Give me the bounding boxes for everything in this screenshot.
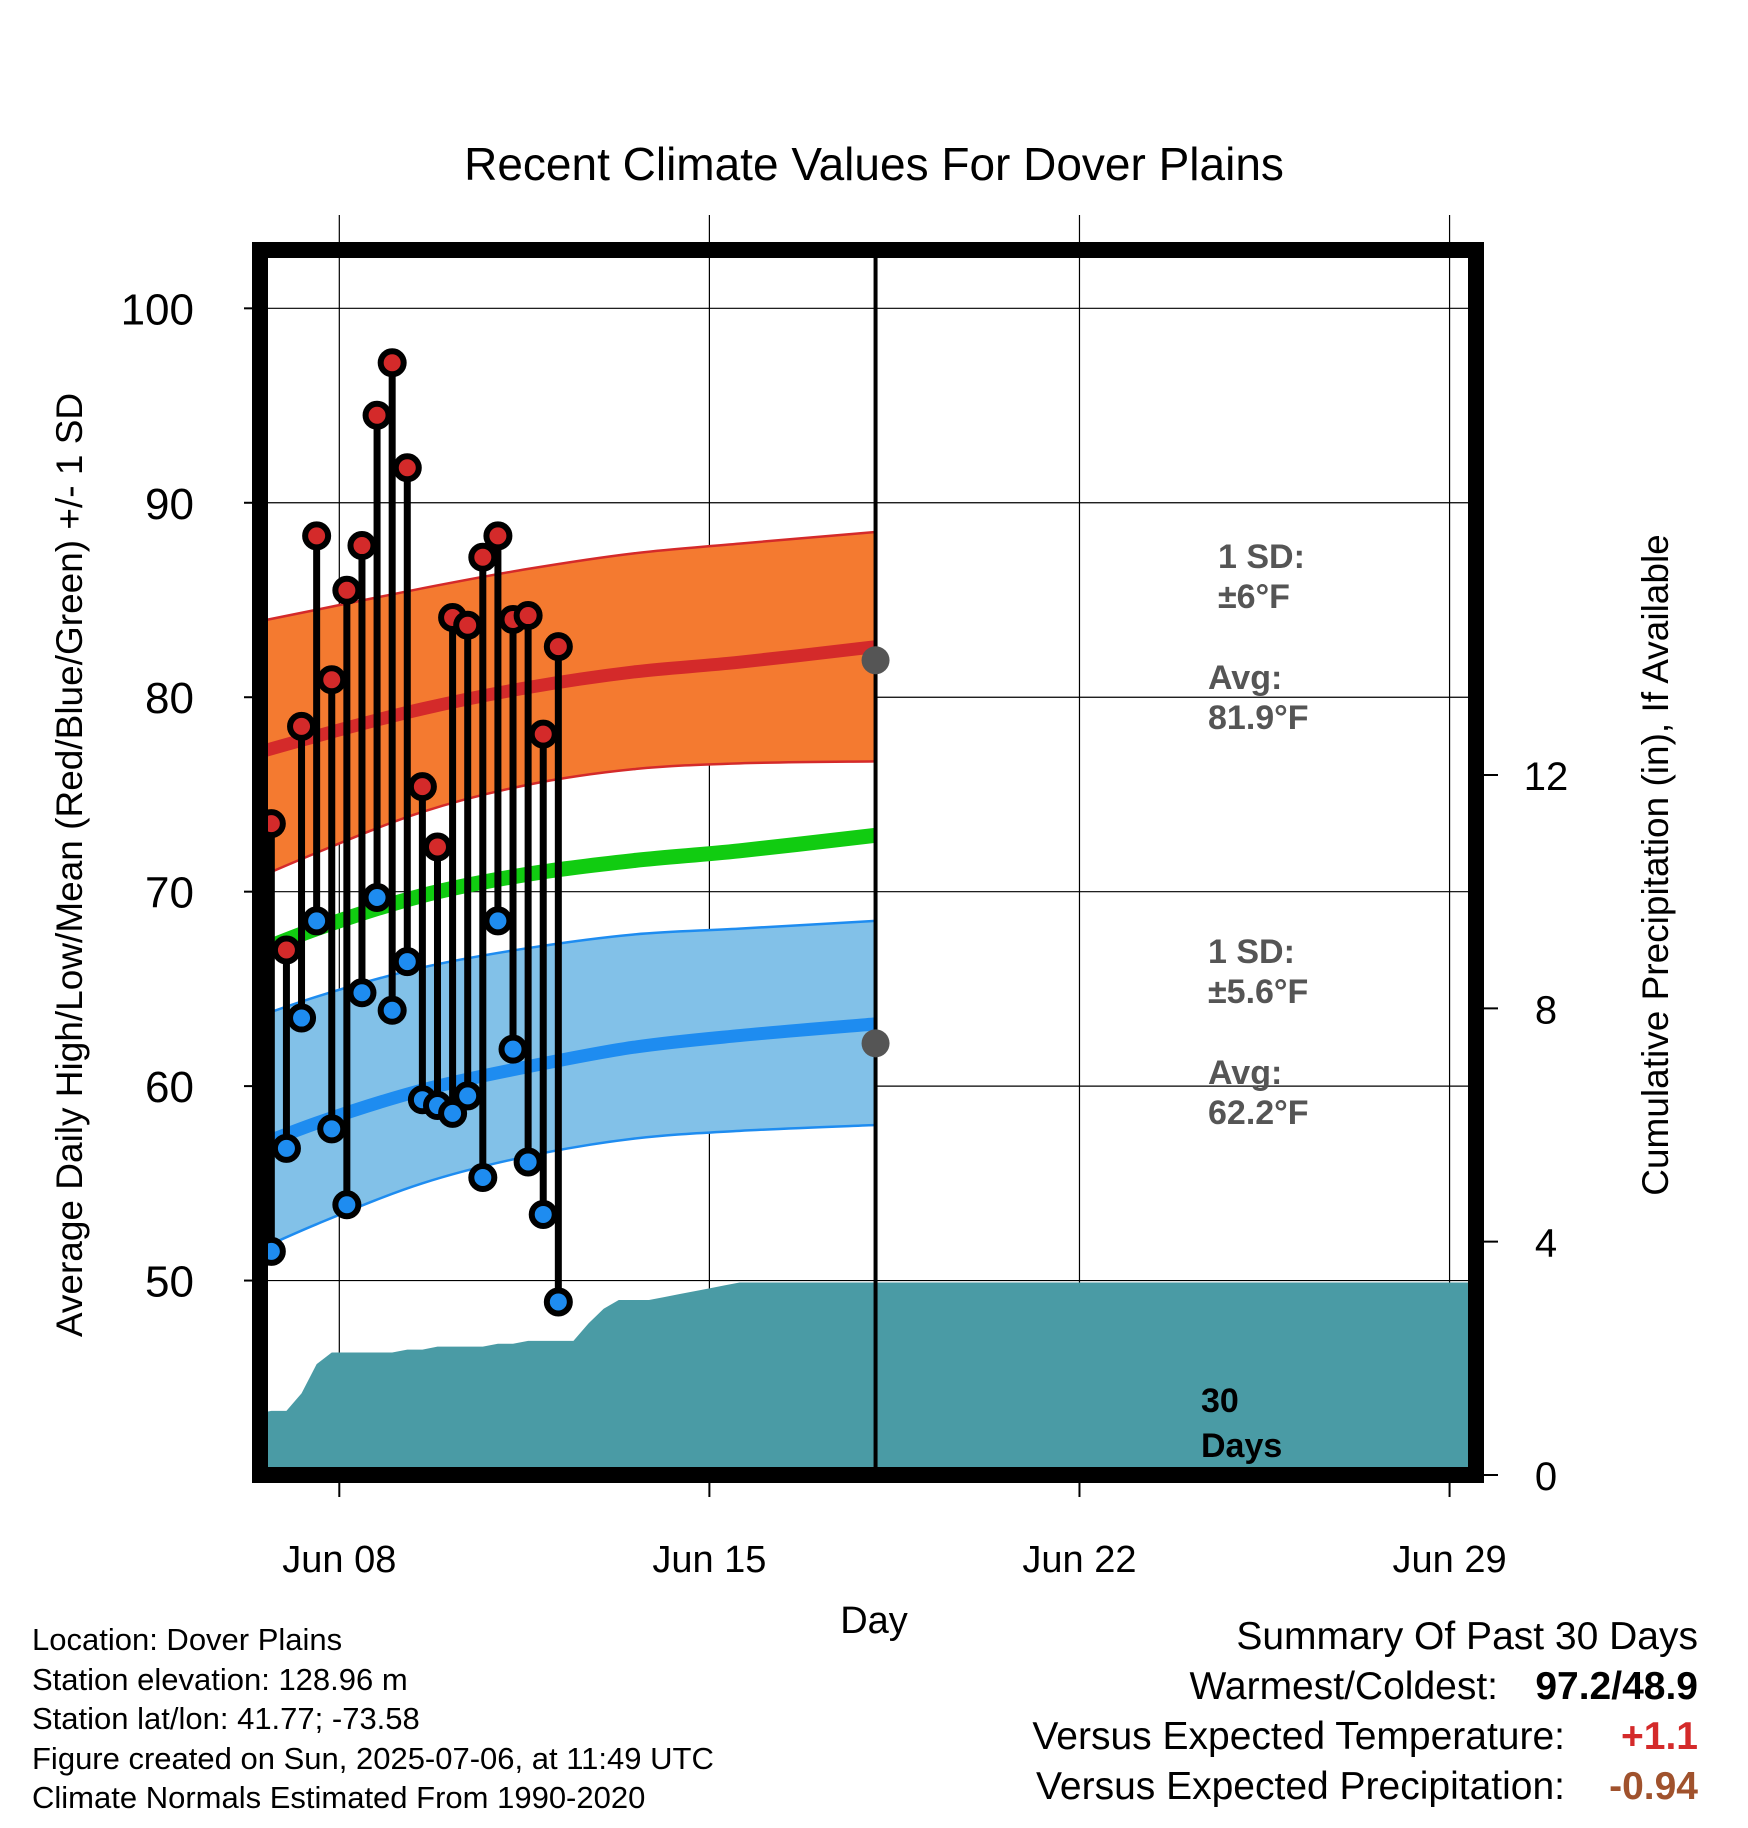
axes: 50 60 70 80 90 100 0 4 8 12 Jun 08 Jun 15 Jun 22 Jun … [121, 285, 1569, 1581]
latlon-text: Station lat/lon: 41.77; -73.58 [32, 1701, 420, 1736]
elevation-text: Station elevation: 128.96 m [32, 1661, 408, 1697]
y-tick-label: 80 [145, 674, 194, 723]
daily-high-marker [528, 719, 558, 749]
precip-area [260, 1282, 1476, 1475]
daily-high-marker [199, 590, 222, 613]
daily-low-marker [124, 1108, 147, 1131]
daily-high-marker [317, 665, 347, 695]
daily-high-marker [377, 348, 407, 378]
high-avg-annotation: Avg: 81.9°F [1208, 659, 1309, 737]
daily-high-marker [302, 521, 332, 551]
summary-temp: Versus Expected Temperature: +1.1 [1032, 1712, 1698, 1762]
low-avg-annotation: Avg: 62.2°F [1208, 1054, 1309, 1132]
chart-title: Recent Climate Values For Dover Plains [464, 138, 1284, 190]
daily-high-marker [483, 521, 513, 551]
daily-low-marker [109, 1047, 132, 1070]
daily-low-marker [513, 1147, 543, 1177]
today-low-avg-marker [861, 1029, 890, 1058]
x-tick-label: Jun 22 [1022, 1539, 1136, 1581]
daily-high-marker [513, 601, 543, 631]
normals-text: Climate Normals Estimated From 1990-2020 [32, 1780, 646, 1815]
daily-high-marker [154, 948, 177, 971]
daily-high-marker [271, 935, 301, 965]
created-text: Figure created on Sun, 2025-07-06, at 11… [32, 1740, 714, 1776]
daily-low-marker [184, 1224, 207, 1247]
daily-low-marker [377, 995, 407, 1025]
daily-high-marker [543, 632, 573, 662]
daily-low-marker [332, 1190, 362, 1220]
daily-low-marker [362, 883, 392, 912]
x-tick-label: Jun 15 [652, 1539, 766, 1581]
daily-high-marker [422, 832, 452, 862]
y-tick-label: 60 [145, 1063, 194, 1112]
daily-low-marker [528, 1199, 558, 1229]
summary-warmest-coldest: Warmest/Coldest: 97.2/48.9 [1032, 1662, 1698, 1712]
daily-high-marker [392, 453, 422, 483]
daily-low-marker [199, 1182, 222, 1205]
warmest-coldest-label: Warmest/Coldest: [1189, 1665, 1498, 1708]
days-annotation: 30 Days [1201, 1382, 1282, 1465]
temp-vs-expected-label: Versus Expected Temperature: [1032, 1715, 1565, 1758]
precip-vs-expected-label: Versus Expected Precipitation: [1036, 1765, 1565, 1808]
daily-low-marker [468, 1163, 498, 1192]
y-axis-label: Average Daily High/Low/Mean (Red/Blue/Gr… [49, 393, 90, 1337]
summary-panel: Summary Of Past 30 Days Warmest/Coldest:… [1032, 1612, 1698, 1812]
y2-tick-label: 12 [1524, 755, 1569, 799]
summary-title: Summary Of Past 30 Days [1236, 1615, 1698, 1658]
y2-axis-label: Cumulative Precipitation (in), If Availa… [1635, 534, 1676, 1196]
location-text: Location: Dover Plains [32, 1622, 343, 1657]
y-tick-label: 50 [145, 1258, 194, 1307]
daily-high-marker [109, 583, 132, 606]
daily-low-marker [215, 1252, 238, 1275]
today-high-avg-marker [861, 646, 890, 675]
summary-precip: Versus Expected Precipitation: -0.94 [1032, 1762, 1698, 1812]
daily-low-marker [347, 978, 377, 1008]
y-tick-label: 70 [145, 869, 194, 918]
low-sd-annotation: 1 SD: ±5.6°F [1208, 933, 1308, 1011]
y2-tick-label: 4 [1535, 1222, 1557, 1266]
daily-low-marker [483, 906, 513, 936]
y2-tick-label: 0 [1535, 1455, 1557, 1499]
daily-high-marker [215, 723, 238, 746]
high-sd-annotation: 1 SD: ±6°F [1218, 538, 1305, 616]
y-tick-label: 90 [145, 480, 194, 529]
daily-high-marker [468, 542, 498, 572]
plot-frame [252, 242, 1484, 1483]
daily-high-marker [453, 610, 483, 640]
daily-low-marker [230, 1115, 253, 1138]
daily-low-marker [543, 1287, 573, 1317]
daily-low-marker [392, 947, 422, 977]
precip-vs-expected-value: -0.94 [1609, 1765, 1698, 1808]
daily-high-marker [287, 711, 317, 741]
daily-low-marker [302, 906, 332, 936]
daily-high-marker [332, 575, 362, 605]
daily-high-marker [362, 400, 392, 430]
daily-low-marker [317, 1114, 347, 1144]
low-sd-band [260, 920, 876, 1250]
daily-low-marker [287, 1003, 317, 1033]
daily-low-marker [438, 1098, 468, 1128]
x-tick-label: Jun 29 [1393, 1539, 1507, 1581]
x-tick-label: Jun 08 [282, 1539, 396, 1581]
y-tick-label: 100 [121, 285, 194, 334]
plot-area [109, 250, 1476, 1475]
daily-low-marker [453, 1081, 483, 1111]
y2-tick-label: 8 [1535, 988, 1557, 1032]
x-axis-label: Day [840, 1600, 908, 1642]
warmest-coldest-value: 97.2/48.9 [1535, 1665, 1698, 1708]
daily-high-marker [407, 772, 437, 802]
temp-vs-expected-value: +1.1 [1621, 1715, 1698, 1758]
daily-low-marker [498, 1034, 528, 1064]
daily-high-marker [230, 944, 253, 967]
daily-high-marker [169, 787, 192, 810]
daily-low-marker [271, 1133, 301, 1163]
daily-high-marker [347, 531, 377, 561]
daily-high-marker [124, 870, 147, 893]
daily-low-marker [169, 1121, 192, 1144]
annotations: 1 SD: ±6°F Avg: 81.9°F 1 SD: ±5.6°F Avg: 62.2°F… [1201, 538, 1309, 1465]
station-info: Location: Dover Plains Station elevation… [32, 1620, 714, 1818]
